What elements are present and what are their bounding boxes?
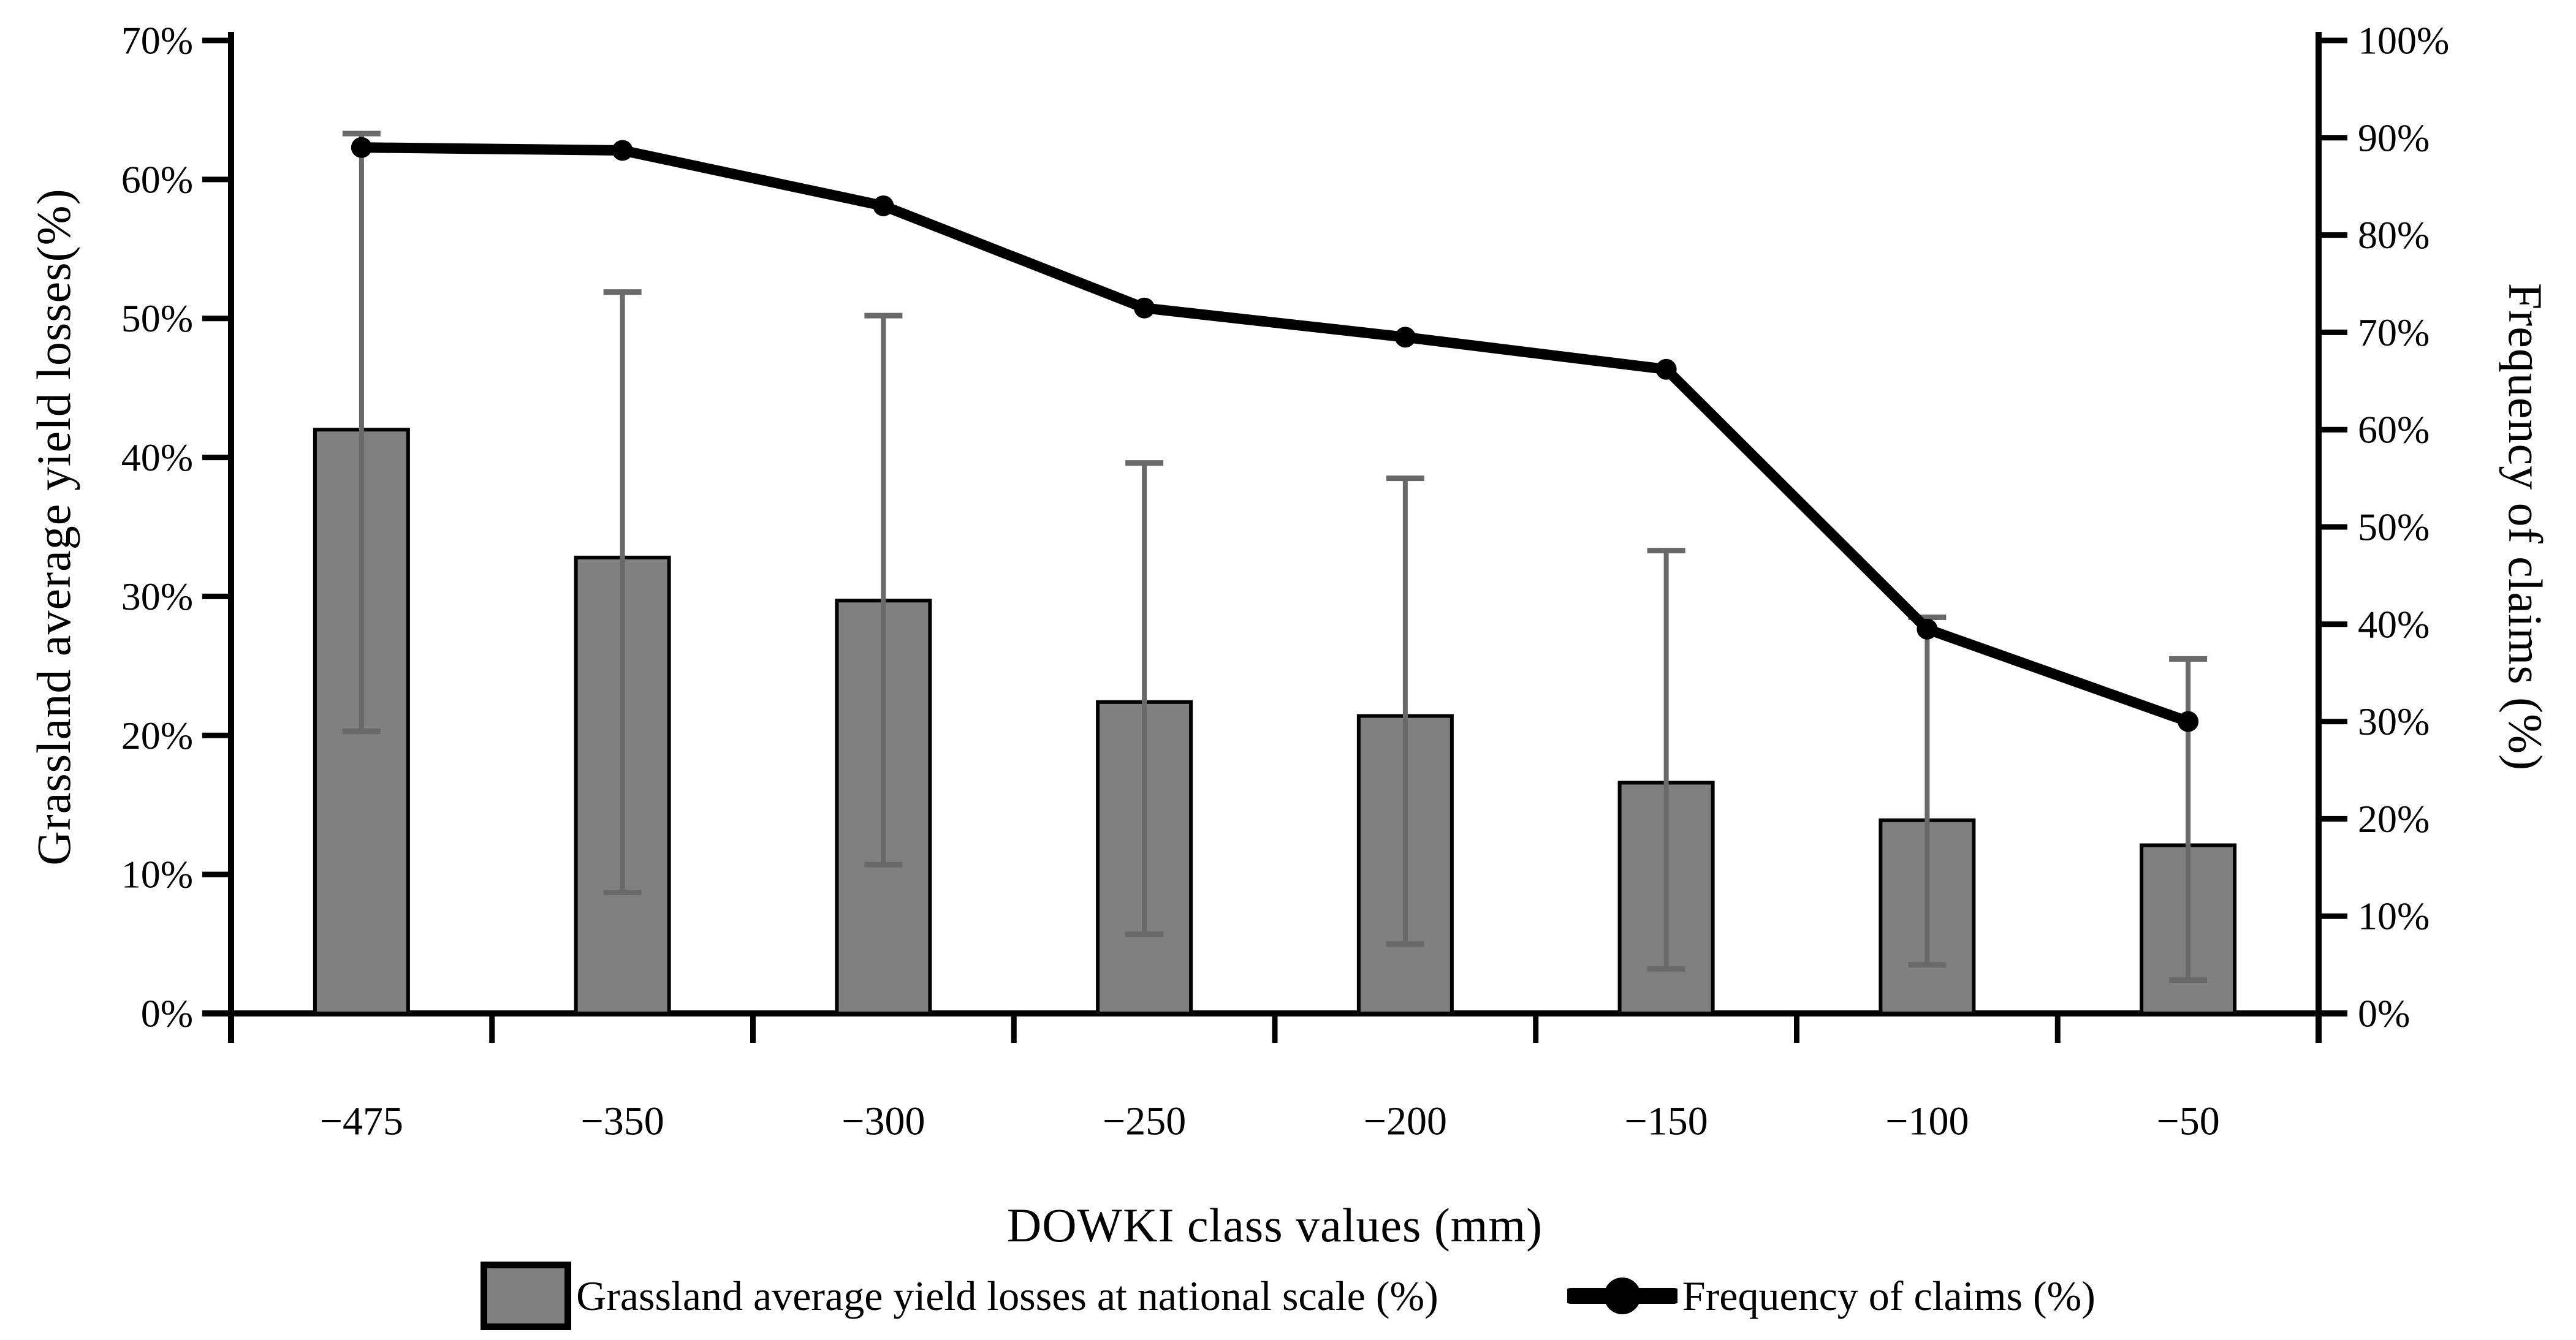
x-axis-category-label: −300 bbox=[842, 1099, 925, 1144]
x-axis-category-label: −350 bbox=[581, 1099, 664, 1144]
x-axis-category-label: −150 bbox=[1625, 1099, 1708, 1144]
data-point bbox=[2178, 711, 2199, 732]
legend-item-line: Frequency of claims (%) bbox=[1567, 1271, 2095, 1320]
x-axis-category-label: −50 bbox=[2157, 1099, 2220, 1144]
left-axis-tick-label: 0% bbox=[141, 992, 193, 1035]
right-axis-tick-label: 90% bbox=[2358, 116, 2430, 159]
left-axis-tick-label: 10% bbox=[121, 853, 193, 896]
line-series bbox=[356, 142, 2194, 727]
data-point bbox=[1134, 297, 1155, 319]
left-axis-title: Grassland average yield losses(%) bbox=[27, 188, 80, 866]
left-axis-tick-label: 60% bbox=[121, 157, 193, 201]
bar-swatch-icon bbox=[481, 1262, 572, 1330]
data-point bbox=[873, 195, 894, 216]
legend-item-bars: Grassland average yield losses at nation… bbox=[481, 1262, 1438, 1330]
right-axis-tick-label: 60% bbox=[2358, 408, 2430, 452]
legend: Grassland average yield losses at nation… bbox=[0, 1262, 2576, 1330]
right-axis-tick-label: 70% bbox=[2358, 311, 2430, 354]
x-axis-category-label: −250 bbox=[1103, 1099, 1186, 1144]
data-point bbox=[351, 137, 372, 158]
left-axis-tick-label: 50% bbox=[121, 297, 193, 340]
left-axis-tick-label: 70% bbox=[121, 19, 193, 62]
left-axis-tick-label: 20% bbox=[121, 714, 193, 757]
left-axis-tick-label: 30% bbox=[121, 575, 193, 618]
data-point bbox=[1917, 618, 1938, 640]
right-axis-tick-label: 100% bbox=[2358, 19, 2449, 62]
x-axis-title: DOWKI class values (mm) bbox=[1006, 1198, 1543, 1252]
right-axis-title: Frequency of claims (%) bbox=[2499, 282, 2552, 771]
x-axis-category-label: −475 bbox=[320, 1099, 403, 1144]
right-axis-tick-label: 10% bbox=[2358, 895, 2430, 938]
right-axis-tick-label: 40% bbox=[2358, 602, 2430, 646]
data-point bbox=[1655, 358, 1677, 380]
right-axis-tick-label: 80% bbox=[2358, 213, 2430, 257]
right-axis-tick-label: 30% bbox=[2358, 700, 2430, 743]
legend-label-line: Frequency of claims (%) bbox=[1682, 1272, 2095, 1319]
line-dot-icon bbox=[1567, 1278, 1677, 1314]
x-axis-category-label: −100 bbox=[1885, 1099, 1969, 1144]
right-axis-tick-label: 0% bbox=[2358, 992, 2410, 1035]
data-point bbox=[1394, 327, 1416, 348]
legend-label-bars: Grassland average yield losses at nation… bbox=[576, 1272, 1438, 1319]
x-axis-category-label: −200 bbox=[1364, 1099, 1447, 1144]
right-axis-tick-label: 50% bbox=[2358, 505, 2430, 549]
data-point bbox=[612, 140, 633, 161]
left-axis-tick-label: 40% bbox=[121, 436, 193, 479]
right-axis-tick-label: 20% bbox=[2358, 797, 2430, 841]
